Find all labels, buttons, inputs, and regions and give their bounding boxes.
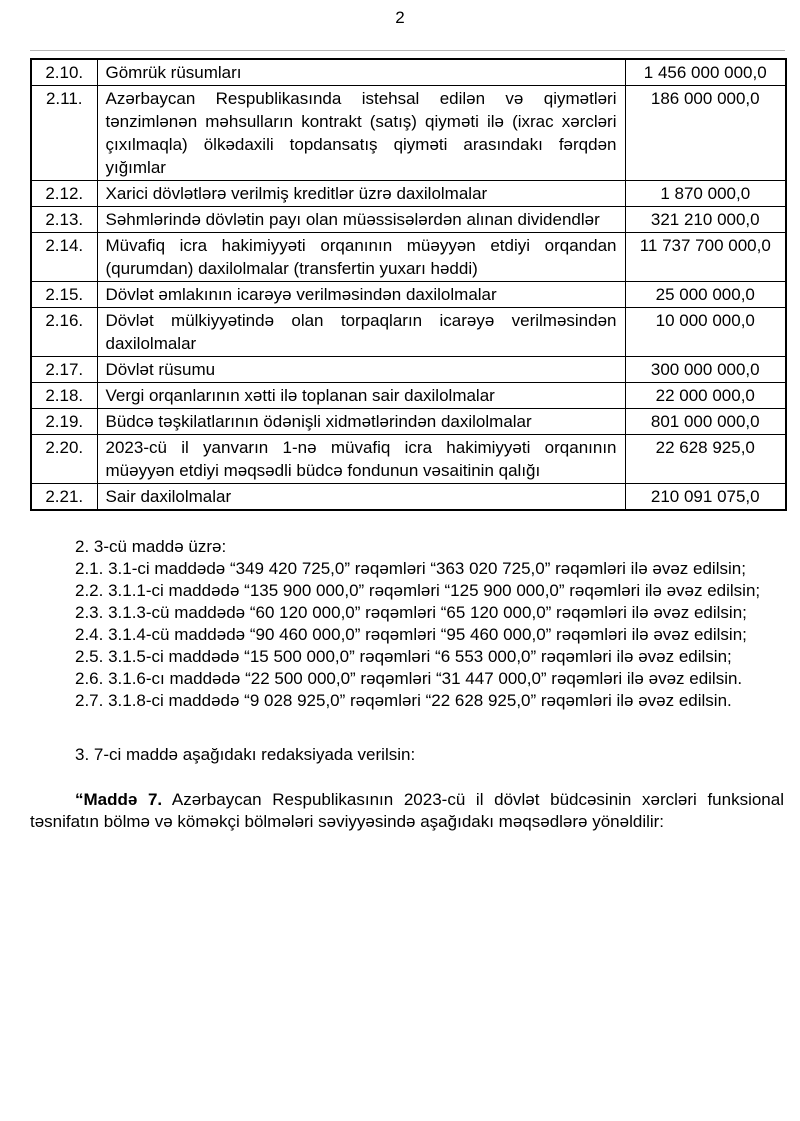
- table-row: 2.20. 2023-cü il yanvarın 1-nə müvafiq i…: [30, 434, 787, 484]
- madde-7-paragraph: “Maddə 7. Azərbaycan Respublikasının 202…: [30, 789, 784, 833]
- row-number: 2.14.: [30, 232, 98, 282]
- table-row: 2.21. Sair daxilolmalar 210 091 075,0: [30, 483, 787, 511]
- table-row: 2.13. Səhmlərində dövlətin payı olan müə…: [30, 206, 787, 233]
- madde-7-label: “Maddə 7.: [75, 790, 163, 809]
- row-amount: 22 000 000,0: [624, 382, 787, 409]
- row-amount: 10 000 000,0: [624, 307, 787, 357]
- table-row: 2.15. Dövlət əmlakının icarəyə verilməsi…: [30, 281, 787, 308]
- row-number: 2.16.: [30, 307, 98, 357]
- page-number: 2: [395, 8, 405, 27]
- row-amount: 22 628 925,0: [624, 434, 787, 484]
- table-row: 2.11. Azərbaycan Respublikasında istehsa…: [30, 85, 787, 181]
- row-amount: 210 091 075,0: [624, 483, 787, 511]
- amendment-item-2-5: 2.5. 3.1.5-ci maddədə “15 500 000,0” rəq…: [75, 647, 732, 666]
- row-number: 2.19.: [30, 408, 98, 435]
- table-row: 2.18. Vergi orqanlarının xətti ilə topla…: [30, 382, 787, 409]
- row-amount: 186 000 000,0: [624, 85, 787, 181]
- table-continuation-rule: [30, 50, 785, 51]
- row-description: Xarici dövlətlərə verilmiş kreditlər üzr…: [96, 180, 626, 207]
- row-description: Vergi orqanlarının xətti ilə toplanan sa…: [96, 382, 626, 409]
- row-amount: 801 000 000,0: [624, 408, 787, 435]
- table-row: 2.10. Gömrük rüsumları 1 456 000 000,0: [30, 58, 787, 86]
- row-description: Sair daxilolmalar: [96, 483, 626, 511]
- row-number: 2.15.: [30, 281, 98, 308]
- madde-7-text: Azərbaycan Respublikasının 2023-cü il dö…: [30, 790, 784, 831]
- amendment-item-2-1: 2.1. 3.1-ci maddədə “349 420 725,0” rəqə…: [75, 559, 746, 578]
- row-description: Dövlət rüsumu: [96, 356, 626, 383]
- row-description: Büdcə təşkilatlarının ödənişli xidmətlər…: [96, 408, 626, 435]
- section-2-heading: 2. 3-cü maddə üzrə:: [75, 537, 227, 556]
- row-description: Azərbaycan Respublikasında istehsal edil…: [96, 85, 626, 181]
- budget-table: 2.10. Gömrük rüsumları 1 456 000 000,0 2…: [30, 58, 787, 511]
- row-number: 2.12.: [30, 180, 98, 207]
- amendment-item-2-7: 2.7. 3.1.8-ci maddədə “9 028 925,0” rəqə…: [75, 691, 732, 710]
- amendments-section: 2. 3-cü maddə üzrə: 2.1. 3.1-ci maddədə …: [30, 536, 784, 833]
- row-number: 2.17.: [30, 356, 98, 383]
- row-number: 2.20.: [30, 434, 98, 484]
- table-row: 2.19. Büdcə təşkilatlarının ödənişli xid…: [30, 408, 787, 435]
- row-amount: 321 210 000,0: [624, 206, 787, 233]
- row-description: Gömrük rüsumları: [96, 58, 626, 86]
- amendment-item-2-4: 2.4. 3.1.4-cü maddədə “90 460 000,0” rəq…: [75, 625, 747, 644]
- row-description: Müvafiq icra hakimiyyəti orqanının müəyy…: [96, 232, 626, 282]
- table-row: 2.14. Müvafiq icra hakimiyyəti orqanının…: [30, 232, 787, 282]
- row-amount: 25 000 000,0: [624, 281, 787, 308]
- row-description: Səhmlərində dövlətin payı olan müəssisəl…: [96, 206, 626, 233]
- section-3-heading: 3. 7-ci maddə aşağıdakı redaksiyada veri…: [75, 745, 416, 764]
- table-row: 2.17. Dövlət rüsumu 300 000 000,0: [30, 356, 787, 383]
- row-number: 2.18.: [30, 382, 98, 409]
- table-row: 2.16. Dövlət mülkiyyətində olan torpaqla…: [30, 307, 787, 357]
- row-amount: 11 737 700 000,0: [624, 232, 787, 282]
- row-description: Dövlət əmlakının icarəyə verilməsindən d…: [96, 281, 626, 308]
- row-number: 2.10.: [30, 58, 98, 86]
- row-description: 2023-cü il yanvarın 1-nə müvafiq icra ha…: [96, 434, 626, 484]
- amendment-item-2-2: 2.2. 3.1.1-ci maddədə “135 900 000,0” rə…: [75, 581, 761, 600]
- row-number: 2.21.: [30, 483, 98, 511]
- row-number: 2.13.: [30, 206, 98, 233]
- amendment-item-2-6: 2.6. 3.1.6-cı maddədə “22 500 000,0” rəq…: [75, 669, 743, 688]
- row-number: 2.11.: [30, 85, 98, 181]
- row-amount: 300 000 000,0: [624, 356, 787, 383]
- row-description: Dövlət mülkiyyətində olan torpaqların ic…: [96, 307, 626, 357]
- row-amount: 1 870 000,0: [624, 180, 787, 207]
- row-amount: 1 456 000 000,0: [624, 58, 787, 86]
- table-row: 2.12. Xarici dövlətlərə verilmiş kreditl…: [30, 180, 787, 207]
- amendment-item-2-3: 2.3. 3.1.3-cü maddədə “60 120 000,0” rəq…: [75, 603, 747, 622]
